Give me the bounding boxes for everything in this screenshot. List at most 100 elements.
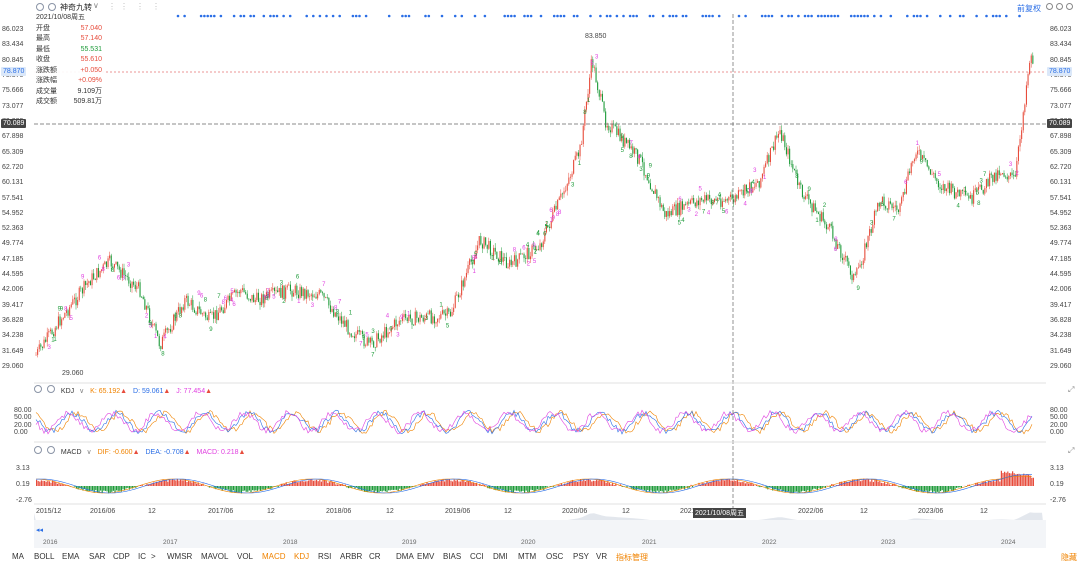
tab-cci[interactable]: CCI (470, 552, 484, 561)
expand-icon[interactable]: ⤢ (1068, 446, 1075, 455)
svg-text:6: 6 (543, 232, 547, 238)
tab-rsi[interactable]: RSI (318, 552, 332, 561)
tab-mtm[interactable]: MTM (518, 552, 537, 561)
axis-label: 57.541 (1050, 194, 1072, 202)
tab-sar[interactable]: SAR (89, 552, 106, 561)
tab-wmsr[interactable]: WMSR (167, 552, 193, 561)
expand-icon[interactable]: ⤢ (1068, 385, 1075, 394)
tab-kdj[interactable]: KDJ (294, 552, 310, 561)
svg-text:4: 4 (681, 218, 685, 224)
chevron-down-icon[interactable]: ∨ (79, 388, 85, 395)
tab-osc[interactable]: OSC (546, 552, 564, 561)
tab-boll[interactable]: BOLL (34, 552, 55, 561)
svg-text:1: 1 (587, 98, 591, 104)
tab-arbr[interactable]: ARBR (340, 552, 363, 561)
axis-label: 31.649 (2, 347, 24, 355)
svg-text:6: 6 (522, 246, 526, 252)
svg-text:7: 7 (746, 189, 750, 195)
axis-label: -2.76 (1050, 497, 1066, 504)
tab-cdp[interactable]: CDP (113, 552, 130, 561)
svg-text:1: 1 (916, 141, 920, 147)
x-axis-label: 2023/06 (918, 508, 944, 515)
x-axis-label: 2020/06 (562, 508, 588, 515)
tab-vr[interactable]: VR (596, 552, 608, 561)
svg-text:4: 4 (537, 230, 541, 236)
kdj-name[interactable]: KDJ (60, 388, 75, 395)
svg-text:3: 3 (595, 55, 599, 61)
axis-label: 65.309 (1050, 148, 1072, 156)
svg-text:1: 1 (53, 337, 57, 343)
drag-handle[interactable]: ⋮ (108, 2, 116, 11)
svg-text:3: 3 (396, 332, 400, 338)
settings-icon[interactable] (34, 385, 42, 393)
axis-label: 62.720 (2, 163, 24, 171)
tab-cr[interactable]: CR (369, 552, 381, 561)
tab-mavol[interactable]: MAVOL (201, 552, 229, 561)
svg-text:4: 4 (230, 298, 234, 304)
tab-dma[interactable]: DMA (396, 552, 414, 561)
axis-label: 54.952 (1050, 209, 1072, 217)
tab-dmi[interactable]: DMI (493, 552, 508, 561)
x-axis-label: 2019/06 (445, 508, 471, 515)
tab-macd[interactable]: MACD (262, 552, 286, 561)
x-axis-label: 2021/10/08周五 (693, 508, 747, 518)
info-label: 开盘 (36, 24, 50, 32)
drag-handle[interactable]: ⋮ (152, 2, 160, 11)
refresh-icon[interactable] (1066, 3, 1073, 10)
indicator-name[interactable]: 神奇九转 (60, 3, 92, 12)
close-icon[interactable] (46, 446, 55, 454)
help-icon[interactable] (1046, 3, 1053, 10)
tab-psy[interactable]: PSY (573, 552, 590, 561)
macd-name[interactable]: MACD (60, 449, 82, 456)
svg-text:8: 8 (111, 268, 115, 274)
info-label: 涨跌幅 (36, 77, 57, 84)
chevron-down-icon[interactable]: ∨ (93, 1, 99, 10)
svg-text:3: 3 (280, 280, 284, 286)
svg-text:1: 1 (491, 256, 495, 262)
price-adjust-button[interactable]: 前复权 (1017, 4, 1041, 13)
hide-button[interactable]: 隐藏 (1061, 553, 1077, 562)
axis-label: 54.952 (2, 209, 24, 217)
svg-text:8: 8 (834, 237, 838, 243)
indicator-tabs: MA BOLL EMA SAR CDP IC WMSR MAVOL VOL MACD KDJ RSI A… (0, 552, 1080, 566)
macd-dif-value: DIF: -0.600 (97, 449, 133, 456)
svg-text:6: 6 (904, 180, 908, 186)
tab-vol[interactable]: VOL (237, 552, 254, 561)
info-value: 509.81万 (73, 98, 102, 105)
tab-ma[interactable]: MA (12, 552, 24, 561)
drag-handle[interactable]: ⋮ (120, 2, 128, 11)
drag-handle[interactable]: ⋮ (136, 2, 144, 11)
svg-text:8: 8 (179, 314, 183, 320)
settings-icon[interactable] (34, 446, 42, 454)
axis-label: 47.185 (1050, 255, 1072, 263)
low-annotation: 29.060 (62, 370, 84, 377)
tab-ic[interactable]: IC (138, 552, 146, 561)
svg-text:5: 5 (446, 324, 450, 330)
svg-text:3: 3 (336, 310, 340, 316)
x-axis-label: 12 (148, 508, 156, 515)
close-icon[interactable] (46, 385, 55, 393)
tab-bias[interactable]: BIAS (443, 552, 462, 561)
chevron-down-icon[interactable]: ∨ (86, 449, 92, 456)
tabs-scroll-arrow[interactable]: > (151, 552, 156, 561)
tab-ema[interactable]: EMA (62, 552, 80, 561)
close-icon[interactable] (48, 3, 56, 11)
navigator-label: 2018 (283, 539, 298, 546)
svg-text:4: 4 (386, 314, 390, 320)
axis-label: 62.720 (1050, 163, 1072, 171)
navigator-handle[interactable]: ◂◂ (36, 527, 44, 534)
svg-text:8: 8 (334, 306, 338, 312)
svg-text:3: 3 (980, 178, 984, 184)
tab-emv[interactable]: EMV (417, 552, 435, 561)
settings-icon[interactable] (36, 3, 44, 11)
axis-label: 50.00 (1050, 414, 1068, 422)
axis-label: 44.595 (1050, 271, 1072, 279)
minus-icon[interactable] (1056, 3, 1063, 10)
tab-指标管理[interactable]: 指标管理 (616, 553, 648, 562)
crosshair-price-tag-left: 70.089 (1, 119, 27, 128)
svg-text:8: 8 (101, 267, 105, 273)
svg-text:6: 6 (678, 197, 682, 203)
axis-label: 20.00 (14, 421, 32, 429)
